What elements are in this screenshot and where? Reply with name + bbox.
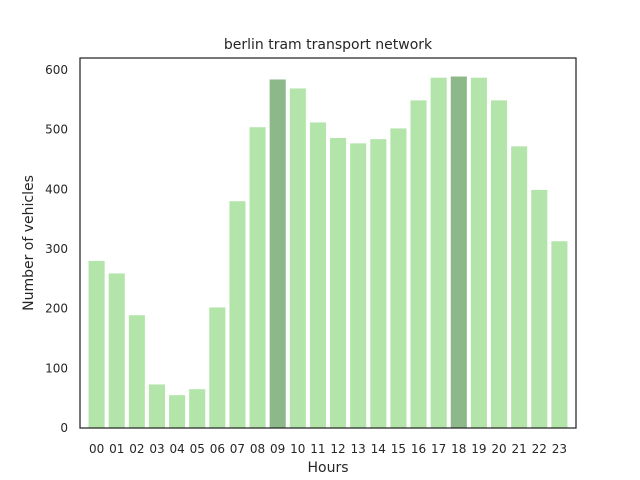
bar-04 bbox=[169, 395, 186, 428]
y-tick-label: 600 bbox=[45, 63, 68, 77]
x-tick-label: 23 bbox=[552, 442, 567, 456]
x-tick-label: 07 bbox=[230, 442, 245, 456]
bar-02 bbox=[128, 315, 145, 428]
x-tick-label: 11 bbox=[310, 442, 325, 456]
x-tick-label: 10 bbox=[290, 442, 305, 456]
bar-23 bbox=[551, 241, 568, 428]
y-tick-label: 500 bbox=[45, 123, 68, 137]
plot-frame bbox=[79, 57, 577, 429]
x-tick-label: 18 bbox=[451, 442, 466, 456]
x-tick-label: 01 bbox=[109, 442, 124, 456]
bar-14 bbox=[370, 139, 387, 428]
x-tick-label: 06 bbox=[210, 442, 225, 456]
y-axis-label: Number of vehicles bbox=[21, 175, 37, 311]
x-tick-label: 19 bbox=[471, 442, 486, 456]
x-tick-label: 08 bbox=[250, 442, 265, 456]
x-tick-label: 16 bbox=[411, 442, 426, 456]
y-tick-label: 0 bbox=[60, 421, 68, 435]
bar-19 bbox=[470, 77, 487, 429]
chart-title: berlin tram transport network bbox=[224, 37, 433, 53]
bar-17 bbox=[430, 77, 447, 429]
bar-05 bbox=[189, 389, 206, 428]
x-tick-label: 03 bbox=[149, 442, 164, 456]
bar-21 bbox=[511, 146, 528, 429]
bar-00 bbox=[88, 260, 105, 428]
bar-09 bbox=[269, 79, 286, 428]
x-tick-label: 05 bbox=[190, 442, 205, 456]
x-tick-label: 13 bbox=[351, 442, 366, 456]
x-axis-ticks: 00 01 02 03 04 05 06 07 08 09 10 11 12 13 14 15 16 17 18 19… bbox=[89, 442, 567, 456]
bar-22 bbox=[531, 189, 548, 428]
bar-01 bbox=[108, 273, 125, 428]
bar-08 bbox=[249, 127, 266, 429]
bar-03 bbox=[148, 384, 166, 428]
bar-13 bbox=[350, 143, 367, 428]
x-tick-label: 21 bbox=[512, 442, 527, 456]
bar-20 bbox=[490, 100, 508, 428]
bar-10 bbox=[289, 88, 306, 428]
y-axis-ticks: 0 100 200 300 400 500 600 bbox=[45, 63, 68, 435]
x-tick-label: 09 bbox=[270, 442, 285, 456]
x-tick-label: 14 bbox=[371, 442, 386, 456]
x-tick-label: 04 bbox=[169, 442, 184, 456]
x-tick-label: 20 bbox=[491, 442, 506, 456]
x-tick-label: 12 bbox=[330, 442, 345, 456]
y-tick-label: 400 bbox=[45, 182, 68, 196]
bar-12 bbox=[330, 137, 347, 428]
y-tick-label: 300 bbox=[45, 242, 68, 256]
bar-11 bbox=[309, 122, 326, 429]
bars-group bbox=[88, 76, 568, 429]
x-tick-label: 22 bbox=[532, 442, 547, 456]
x-tick-label: 00 bbox=[89, 442, 104, 456]
y-tick-label: 200 bbox=[45, 302, 68, 316]
bar-15 bbox=[390, 128, 407, 428]
y-tick-label: 100 bbox=[45, 361, 68, 375]
x-tick-label: 15 bbox=[391, 442, 406, 456]
bar-16 bbox=[410, 100, 427, 428]
bar-07 bbox=[229, 201, 246, 428]
bar-18 bbox=[450, 76, 467, 428]
x-tick-label: 17 bbox=[431, 442, 446, 456]
x-tick-label: 02 bbox=[129, 442, 144, 456]
bar-06 bbox=[209, 307, 226, 428]
x-axis-label: Hours bbox=[307, 460, 348, 476]
